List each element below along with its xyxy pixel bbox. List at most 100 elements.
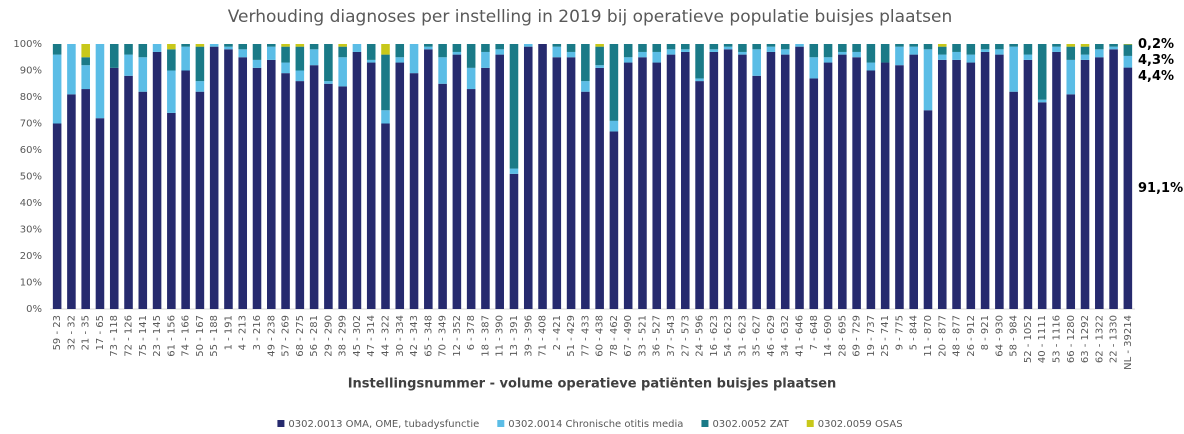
legend-swatch: [497, 420, 505, 427]
y-tick-label: 30%: [20, 225, 42, 236]
bar-segment: [623, 44, 633, 58]
bar-segment: [109, 44, 119, 68]
bar-segment: [923, 110, 933, 309]
bar-segment: [780, 49, 790, 55]
x-tick-label: NL - 39214: [1123, 315, 1134, 370]
bar-segment: [1052, 46, 1061, 52]
bar-segment: [252, 67, 262, 309]
bar-segment: [823, 57, 833, 63]
x-tick-label: 51 - 429: [566, 315, 577, 357]
bar-segment: [609, 120, 619, 132]
x-tick-label: 68 - 275: [295, 315, 306, 357]
bar-segment: [67, 44, 76, 95]
x-tick-label: 6 - 378: [466, 315, 477, 350]
legend-swatch: [701, 420, 709, 427]
bar-segment: [281, 44, 290, 47]
x-tick-label: 41 - 646: [795, 315, 806, 357]
x-tick-label: 53 - 1116: [1051, 315, 1062, 363]
x-tick-label: 18 - 387: [480, 315, 491, 357]
bar-segment: [752, 44, 761, 50]
bar-segment: [95, 44, 105, 119]
x-tick-label: 52 - 1052: [1023, 315, 1034, 363]
y-tick-label: 50%: [20, 172, 42, 183]
bar-segment: [1009, 46, 1018, 92]
bar-segment: [395, 44, 405, 58]
bar-segment: [95, 118, 105, 309]
x-tick-label: 4 - 213: [238, 315, 249, 350]
bar-segment: [923, 44, 933, 50]
bar-segment: [495, 49, 504, 55]
bar-segment: [366, 62, 376, 309]
bar-segment: [937, 44, 947, 47]
x-tick-label: 38 - 299: [338, 315, 349, 357]
bar-segment: [209, 46, 219, 310]
bar-segment: [238, 57, 248, 309]
bar-segment: [738, 54, 747, 309]
bar-segment: [723, 49, 733, 310]
bar-segment: [295, 46, 305, 71]
x-tick-label: 70 - 349: [438, 315, 449, 357]
x-tick-label: 72 - 126: [124, 315, 135, 357]
bar-segment: [295, 81, 305, 309]
bar-segment: [581, 44, 590, 82]
bar-segment: [1080, 59, 1090, 310]
y-tick-label: 0%: [26, 304, 42, 315]
bar-segment: [966, 54, 976, 63]
bar-segment: [1095, 49, 1104, 58]
bar-segment: [595, 65, 604, 68]
x-tick-label: 25 - 741: [880, 315, 891, 357]
x-tick-label: 49 - 238: [266, 315, 277, 357]
bar-segment: [195, 81, 205, 92]
bar-segment: [309, 44, 319, 50]
bar-segment: [1109, 46, 1118, 50]
bar-segment: [167, 70, 176, 113]
bar-segment: [195, 91, 205, 309]
value-label: 0,2%: [1138, 37, 1174, 52]
bar-segment: [324, 81, 333, 84]
bar-segment: [1123, 55, 1133, 68]
bar-segment: [952, 51, 961, 60]
x-tick-label: 42 - 343: [409, 315, 420, 357]
bar-segment: [852, 51, 861, 58]
bar-segment: [138, 91, 148, 309]
bar-segment: [709, 49, 719, 52]
bar-segment: [937, 59, 947, 310]
bar-segment: [966, 62, 976, 309]
bar-segment: [595, 67, 604, 309]
bar-segment: [695, 81, 704, 309]
bar-segment: [880, 44, 890, 63]
x-tick-label: 35 - 627: [752, 315, 763, 357]
bar-segment: [780, 44, 790, 50]
bar-segment: [595, 46, 604, 66]
bar-segment: [438, 83, 447, 309]
bar-segment: [238, 49, 248, 58]
bar-segment: [1123, 44, 1133, 45]
bar-segment: [267, 44, 276, 47]
x-tick-label: 75 - 141: [138, 315, 149, 357]
bar-segment: [352, 44, 362, 52]
bar-segment: [1080, 44, 1090, 47]
bar-segment: [695, 44, 704, 79]
bar-segment: [809, 57, 819, 79]
bar-segment: [195, 46, 205, 82]
bar-segment: [666, 44, 676, 50]
bar-segment: [595, 44, 604, 47]
x-tick-label: 20 - 877: [937, 315, 948, 357]
bar-segment: [681, 44, 690, 50]
bar-segment: [909, 54, 918, 309]
bar-segment: [152, 51, 162, 309]
bar-segment: [552, 46, 562, 58]
bar-segment: [681, 49, 690, 52]
bar-segment: [952, 59, 961, 310]
x-tick-label: 30 - 334: [395, 315, 406, 357]
bar-segment: [880, 62, 890, 309]
x-tick-label: 50 - 167: [195, 315, 206, 357]
x-tick-label: 16 - 623: [709, 315, 720, 357]
bar-segment: [838, 44, 847, 52]
x-tick-label: 74 - 166: [181, 315, 192, 357]
bar-segment: [409, 44, 419, 74]
x-tick-label: 45 - 302: [352, 315, 363, 357]
bar-segment: [952, 44, 961, 52]
bar-segment: [167, 112, 176, 310]
x-tick-label: 36 - 527: [652, 315, 663, 357]
